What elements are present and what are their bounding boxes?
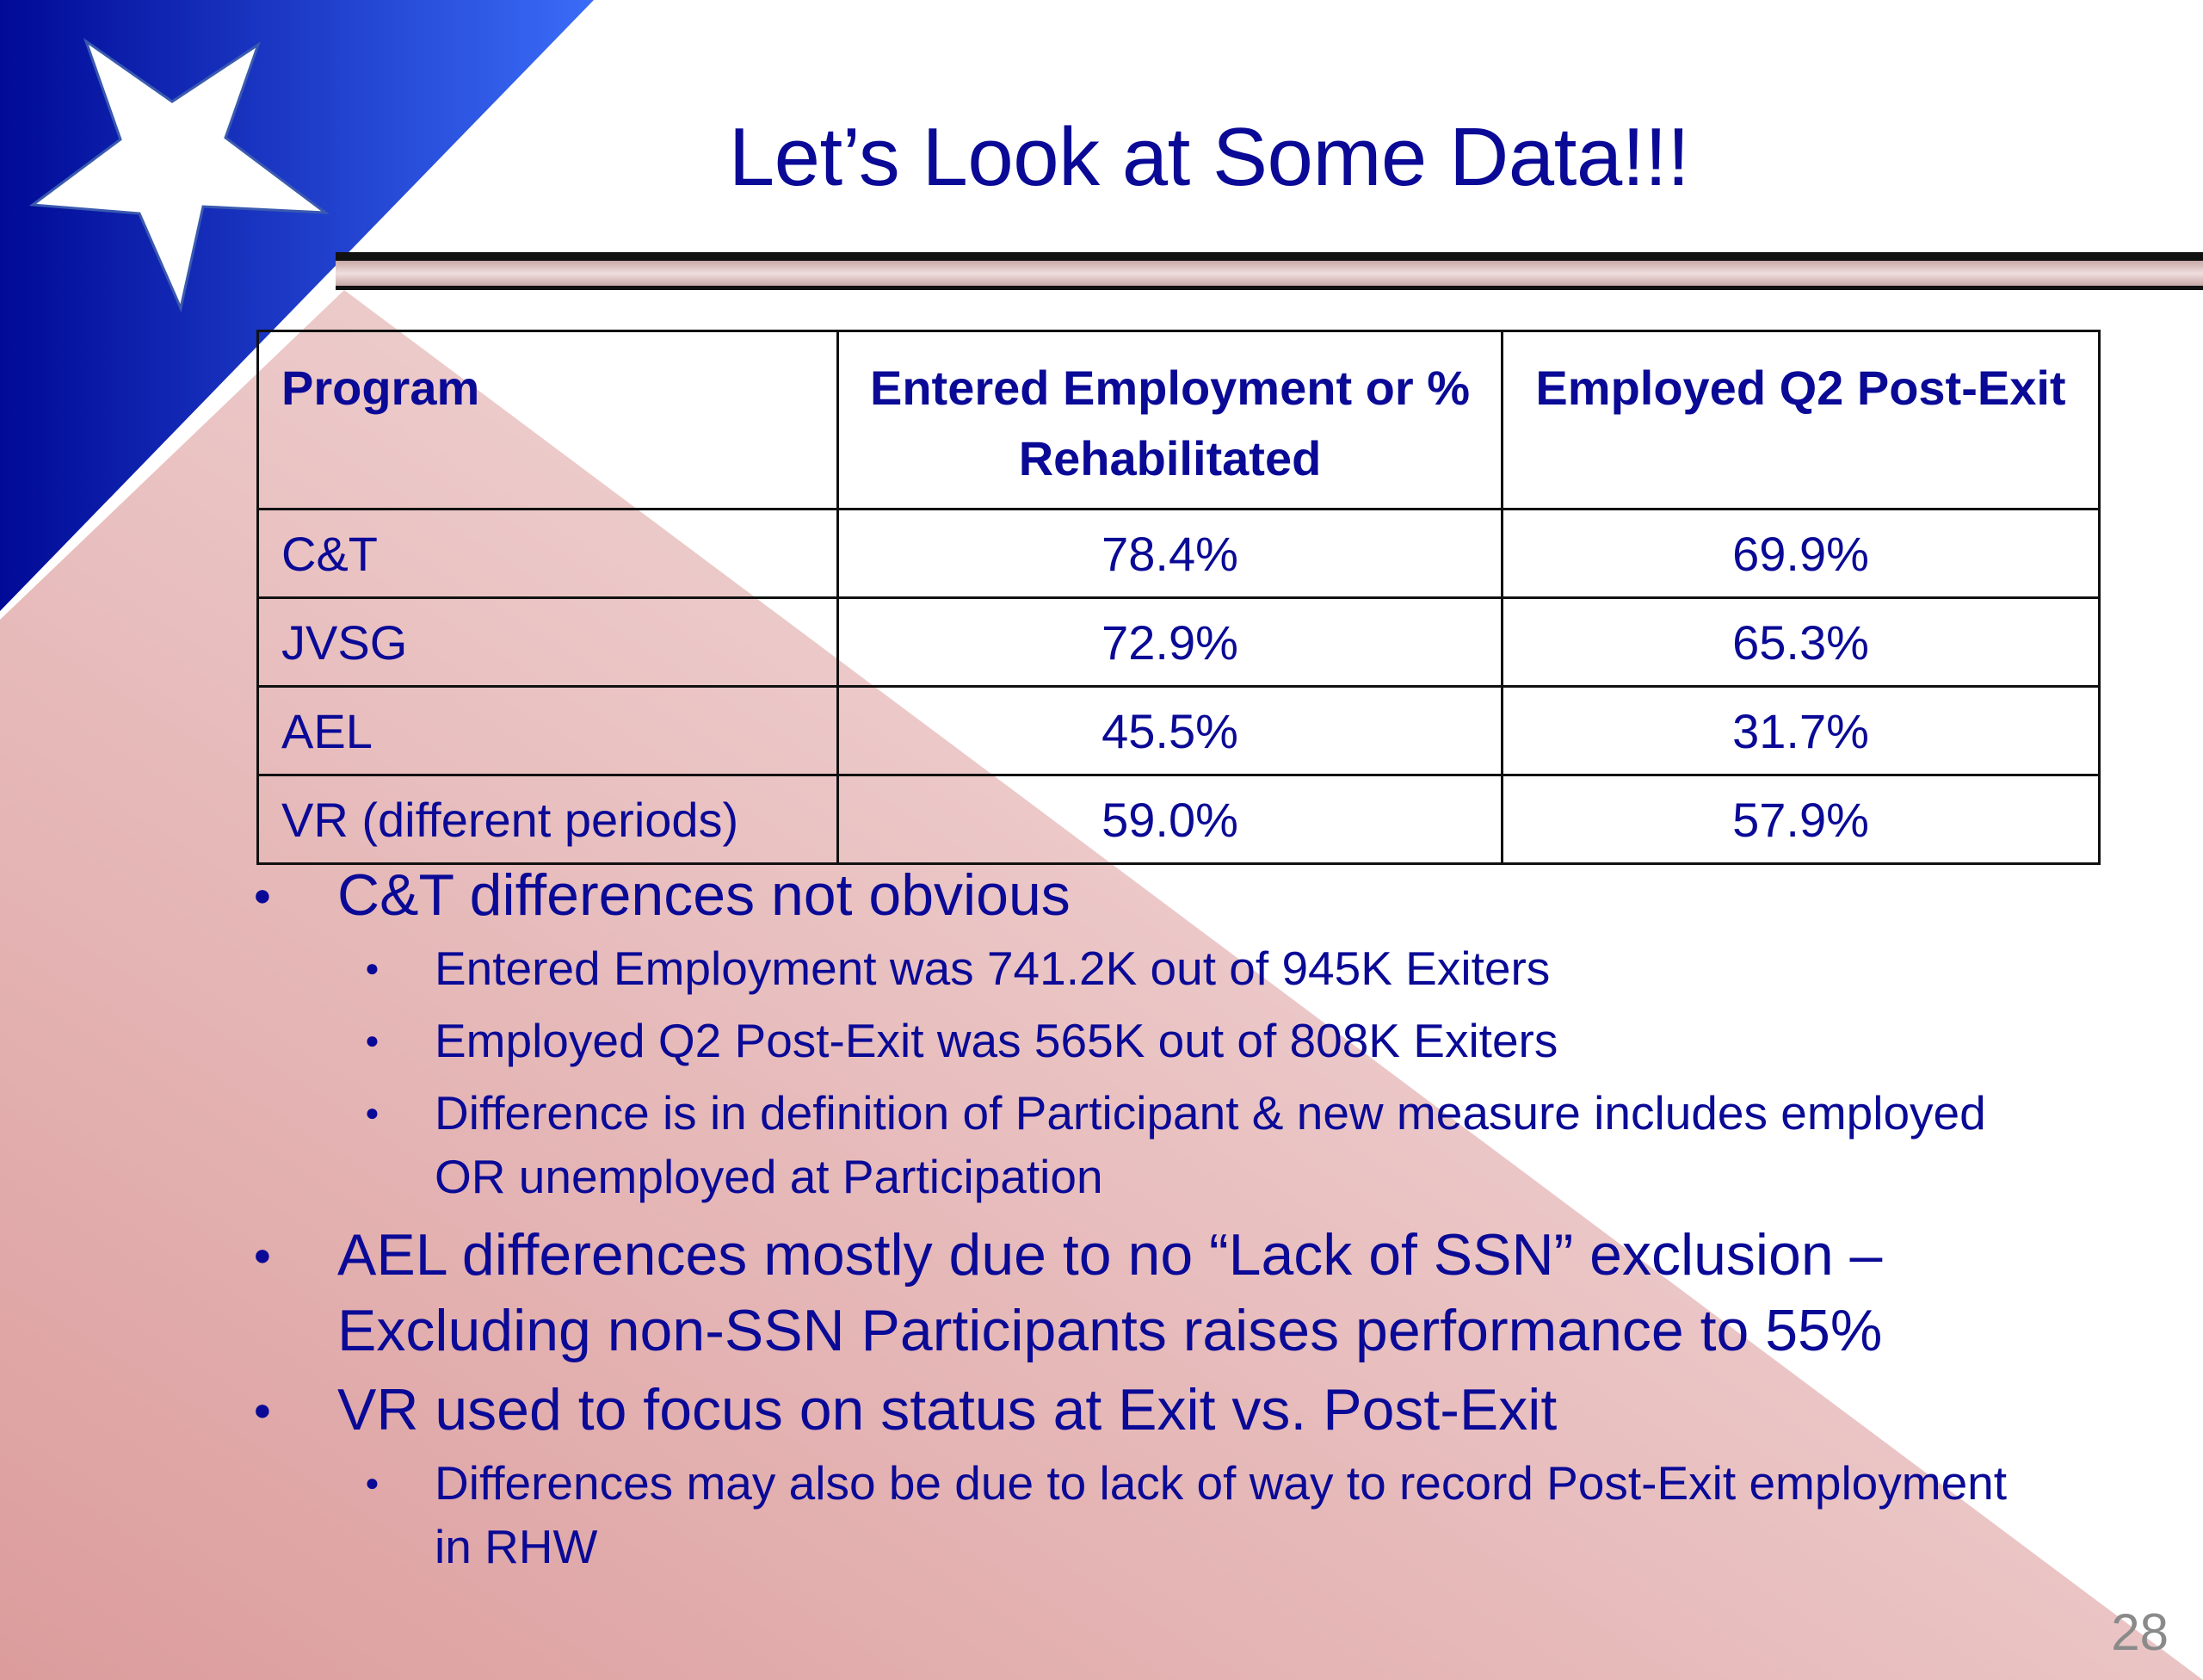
- cell-program: JVSG: [256, 596, 839, 688]
- title-rule-top: [336, 252, 2203, 261]
- table-row: C&T 78.4% 69.9%: [256, 508, 2101, 599]
- cell-employed-q2: 65.3%: [1501, 596, 2101, 688]
- sub-bullet-ct-3: Difference is in definition of Participa…: [250, 1081, 2022, 1208]
- cell-entered-employment: 78.4%: [836, 508, 1503, 599]
- cell-program: AEL: [256, 685, 839, 776]
- bullet-vr: VR used to focus on status at Exit vs. P…: [250, 1372, 2022, 1448]
- data-table: Program Entered Employment or % Rehabili…: [256, 330, 2101, 865]
- header-employed-q2: Employed Q2 Post-Exit: [1501, 330, 2101, 510]
- table-row: AEL 45.5% 31.7%: [256, 685, 2101, 776]
- cell-employed-q2: 31.7%: [1501, 685, 2101, 776]
- cell-entered-employment: 45.5%: [836, 685, 1503, 776]
- bullet-list: C&T differences not obvious Entered Empl…: [250, 857, 2022, 1587]
- table-header-row: Program Entered Employment or % Rehabili…: [256, 330, 2101, 510]
- cell-entered-employment: 59.0%: [836, 774, 1503, 865]
- title-rule-bottom: [336, 286, 2203, 290]
- header-program: Program: [256, 330, 839, 510]
- table-row: JVSG 72.9% 65.3%: [256, 596, 2101, 688]
- bullet-ct: C&T differences not obvious: [250, 857, 2022, 933]
- star-icon: [28, 38, 330, 312]
- title-rule-band: [336, 261, 2203, 286]
- table-row: VR (different periods) 59.0% 57.9%: [256, 774, 2101, 865]
- header-entered-employment: Entered Employment or % Rehabilitated: [836, 330, 1503, 510]
- slide-title: Let’s Look at Some Data!!!: [728, 111, 1690, 203]
- bullet-ael: AEL differences mostly due to no “Lack o…: [250, 1217, 2022, 1368]
- cell-program: C&T: [256, 508, 839, 599]
- cell-program: VR (different periods): [256, 774, 839, 865]
- sub-bullet-vr-1: Differences may also be due to lack of w…: [250, 1451, 2022, 1578]
- page-number: 28: [2111, 1603, 2169, 1661]
- cell-employed-q2: 57.9%: [1501, 774, 2101, 865]
- sub-bullet-ct-2: Employed Q2 Post-Exit was 565K out of 80…: [250, 1009, 2022, 1072]
- sub-bullet-ct-1: Entered Employment was 741.2K out of 945…: [250, 936, 2022, 1000]
- cell-entered-employment: 72.9%: [836, 596, 1503, 688]
- cell-employed-q2: 69.9%: [1501, 508, 2101, 599]
